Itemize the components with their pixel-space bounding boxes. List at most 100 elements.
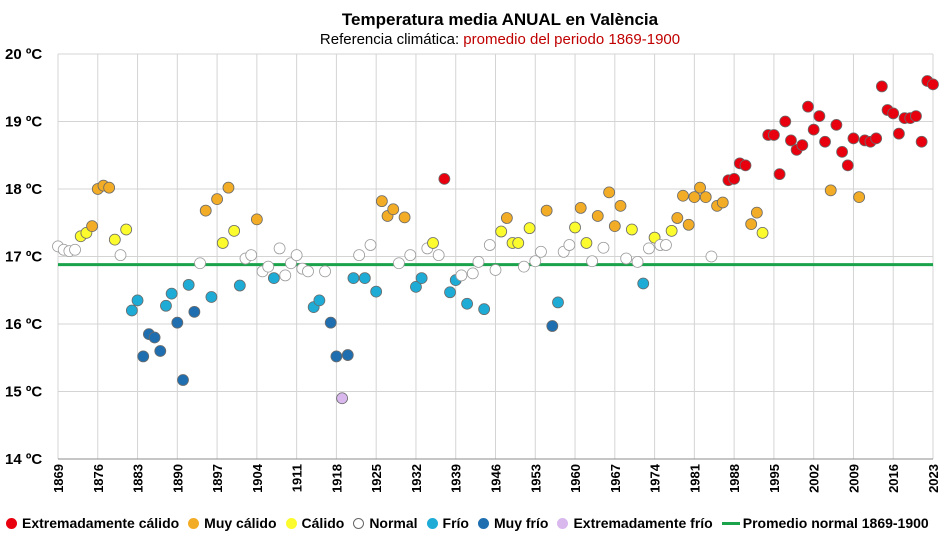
legend-label-c: Cálido <box>301 515 345 531</box>
data-point-1899 <box>222 181 235 194</box>
data-point-1887 <box>154 345 167 357</box>
data-point-1896 <box>205 291 218 303</box>
data-point-1886 <box>148 331 161 344</box>
data-point-1910 <box>285 257 297 270</box>
data-point-1957 <box>552 296 564 309</box>
data-point-1965 <box>597 241 610 254</box>
data-point-1893 <box>188 305 201 318</box>
data-point-1995 <box>768 129 780 141</box>
data-point-1986 <box>716 196 729 209</box>
data-point-1917 <box>324 316 337 329</box>
data-point-1901 <box>233 279 246 292</box>
data-point-1946 <box>489 264 502 276</box>
x-tick-label: 1918 <box>329 464 344 493</box>
data-point-2001 <box>802 100 814 113</box>
data-point-2009 <box>847 132 860 145</box>
data-point-1916 <box>319 265 331 278</box>
chart-subtitle: Referencia climática: promedio del perio… <box>0 31 945 48</box>
data-point-1990 <box>739 159 752 172</box>
y-tick-label: 17 ºC <box>5 249 42 266</box>
legend-label-mc: Muy cálido <box>204 515 277 531</box>
legend-marker-mc <box>188 517 200 529</box>
data-point-1992 <box>750 206 763 219</box>
data-point-1944 <box>478 303 491 316</box>
axis-layer: 14 ºC 15 ºC 16 ºC 17 ºC 18 ºC 19 ºC 20 ºC 1869 1… <box>5 46 941 493</box>
data-point-1973 <box>643 242 655 255</box>
data-point-1962 <box>580 237 593 249</box>
data-point-1929 <box>393 257 405 270</box>
x-tick-label: 1904 <box>250 463 265 493</box>
y-tick-label: 15 ºC <box>5 384 42 401</box>
data-point-1894 <box>194 257 206 270</box>
data-point-1879 <box>108 233 121 246</box>
data-point-1935 <box>427 237 439 249</box>
x-tick-label: 1911 <box>290 464 305 492</box>
data-point-1872 <box>69 243 81 256</box>
legend-item-mc: Muy cálido <box>188 515 277 531</box>
points-layer <box>52 75 939 405</box>
data-point-1881 <box>120 223 133 236</box>
data-point-1964 <box>591 210 604 222</box>
data-point-1920 <box>341 349 354 361</box>
legend-marker-reference <box>721 521 740 525</box>
y-tick-label: 20 ºC <box>5 46 42 63</box>
data-point-1913 <box>302 265 314 278</box>
legend-item-reference: Promedio normal 1869-1900 <box>721 515 929 531</box>
chart-title: Temperatura media ANUAL en València <box>341 10 659 29</box>
data-point-1967 <box>608 220 621 233</box>
data-point-1906 <box>262 260 275 273</box>
data-point-1977 <box>665 224 678 237</box>
data-point-1891 <box>177 374 189 386</box>
x-tick-label: 1883 <box>131 464 146 493</box>
data-point-1982 <box>694 181 706 194</box>
legend-marker-f <box>426 517 438 529</box>
data-point-1933 <box>415 272 428 285</box>
data-point-1998 <box>785 134 797 147</box>
data-point-1980 <box>682 218 695 231</box>
x-tick-label: 1974 <box>648 463 663 493</box>
x-tick-label: 1932 <box>409 464 424 493</box>
data-point-1956 <box>546 320 559 332</box>
data-point-1991 <box>745 218 758 231</box>
x-tick-label: 2002 <box>807 464 822 493</box>
data-point-1931 <box>404 249 417 262</box>
data-point-1882 <box>125 304 138 317</box>
data-point-2023 <box>927 78 939 91</box>
data-point-1984 <box>705 250 718 263</box>
x-tick-label: 2016 <box>886 464 901 493</box>
data-point-1954 <box>535 245 547 258</box>
data-point-1926 <box>375 195 388 208</box>
x-tick-label: 2023 <box>926 464 941 493</box>
x-tick-label: 1981 <box>687 464 702 493</box>
data-point-1997 <box>779 115 792 128</box>
data-point-2005 <box>824 184 837 197</box>
data-point-1968 <box>614 199 627 212</box>
data-point-1923 <box>358 272 371 285</box>
x-tick-label: 1967 <box>608 464 623 493</box>
data-point-1983 <box>699 191 712 204</box>
y-tick-label: 14 ºC <box>5 451 42 468</box>
legend-label-mf: Muy frío <box>494 515 549 531</box>
data-point-1966 <box>603 186 616 199</box>
data-point-1970 <box>625 223 638 236</box>
data-point-2002 <box>807 123 820 136</box>
data-point-1938 <box>444 286 456 299</box>
data-point-1890 <box>171 316 184 329</box>
data-point-1969 <box>620 252 633 265</box>
data-point-2020 <box>910 110 922 122</box>
data-point-2007 <box>836 145 848 158</box>
data-point-1897 <box>211 193 223 206</box>
data-point-1979 <box>677 189 689 202</box>
data-point-1963 <box>586 255 598 268</box>
legend-label-ef: Extremadamente frío <box>573 515 713 531</box>
data-point-1978 <box>671 212 684 224</box>
legend-item-mf: Muy frío <box>478 515 548 531</box>
data-point-1911 <box>290 249 303 262</box>
data-point-2010 <box>853 191 866 204</box>
data-point-1883 <box>131 294 144 307</box>
x-tick-label: 1960 <box>568 464 583 493</box>
data-point-1878 <box>103 181 116 194</box>
legend-item-n: Normal <box>353 515 418 531</box>
x-tick-label: 1869 <box>51 464 66 493</box>
